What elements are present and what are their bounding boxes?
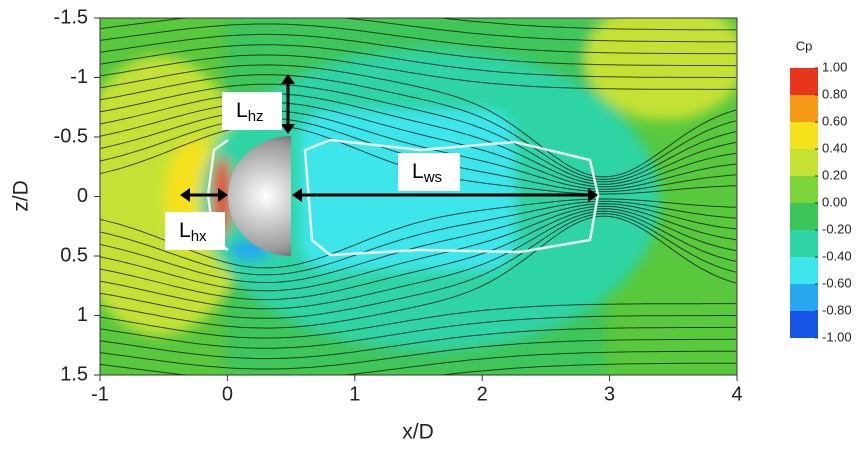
annotation-label: Lws bbox=[412, 160, 442, 186]
y-tick-label: -0.5 bbox=[54, 125, 88, 147]
colorbar-tick-label: -0.80 bbox=[822, 302, 852, 317]
x-tick-label: 1 bbox=[349, 383, 360, 405]
y-tick-label: -1.5 bbox=[54, 6, 88, 28]
streamline bbox=[436, 18, 736, 31]
streamline bbox=[100, 208, 737, 301]
colorbar-band bbox=[790, 257, 818, 284]
annotation-text: L bbox=[236, 99, 248, 122]
streamline bbox=[100, 33, 736, 67]
colorbar-band bbox=[790, 122, 818, 149]
streamline bbox=[100, 203, 737, 283]
x-tick-label: 4 bbox=[731, 383, 742, 405]
colorbar-tick-label: -1.00 bbox=[822, 329, 852, 344]
streamline bbox=[100, 54, 736, 90]
x-tick-label: 2 bbox=[477, 383, 488, 405]
colorbar-tick-label: 0.40 bbox=[822, 140, 847, 155]
colorbar-tick-label: 0.80 bbox=[822, 86, 847, 101]
streamline bbox=[436, 362, 736, 375]
colorbar-tick-label: 0.00 bbox=[822, 194, 847, 209]
streamline bbox=[100, 18, 736, 43]
y-tick-label: -1 bbox=[70, 66, 88, 88]
streamline bbox=[100, 83, 737, 183]
y-tick-label: 0 bbox=[77, 185, 88, 207]
annotation-label: Lhz bbox=[236, 99, 264, 125]
annotation-subscript: ws bbox=[423, 169, 442, 186]
annotation-subscript: hx bbox=[191, 228, 207, 245]
annotation-label: Lhx bbox=[179, 219, 207, 245]
y-tick-label: 1.5 bbox=[60, 363, 88, 385]
streamline bbox=[100, 213, 737, 319]
colorbar-band bbox=[790, 176, 818, 203]
colorbar-band bbox=[790, 311, 818, 338]
streamline bbox=[100, 210, 737, 310]
annotation-text: L bbox=[412, 160, 424, 183]
x-axis-label: x/D bbox=[402, 421, 434, 444]
y-axis-label: z/D bbox=[10, 180, 33, 212]
x-tick-label: 3 bbox=[604, 383, 615, 405]
streamline bbox=[100, 101, 737, 188]
annotation-text: L bbox=[179, 219, 191, 242]
annotation-box bbox=[398, 153, 460, 191]
streamline bbox=[100, 350, 736, 375]
annotation-subscript: hz bbox=[248, 108, 264, 125]
annotation-box bbox=[222, 92, 282, 130]
streamline bbox=[100, 198, 737, 269]
streamline bbox=[100, 338, 737, 370]
streamline bbox=[100, 74, 737, 180]
streamline bbox=[100, 205, 737, 292]
streamline bbox=[100, 64, 737, 178]
colorbar-tick-label: 0.20 bbox=[822, 167, 847, 182]
streamline bbox=[100, 215, 737, 329]
annotation-arrows bbox=[180, 74, 598, 202]
streamline bbox=[100, 44, 736, 78]
colorbar-band bbox=[790, 203, 818, 230]
streamline bbox=[100, 23, 737, 55]
colorbar-band bbox=[790, 95, 818, 122]
streamline bbox=[100, 315, 736, 349]
colorbar-band bbox=[790, 284, 818, 311]
hemisphere bbox=[228, 136, 291, 256]
streamline bbox=[100, 110, 737, 190]
streamline bbox=[100, 200, 737, 276]
colorbar-tick-label: 1.00 bbox=[822, 59, 847, 74]
annotation-box bbox=[165, 212, 225, 250]
y-tick-label: 1 bbox=[77, 304, 88, 326]
x-tick-label: 0 bbox=[222, 383, 233, 405]
colorbar-tick-label: 0.60 bbox=[822, 113, 847, 128]
streamline bbox=[100, 326, 736, 360]
colorbar-tick-label: -0.20 bbox=[822, 221, 852, 236]
colorbar-band bbox=[790, 230, 818, 257]
colorbar-band bbox=[790, 68, 818, 95]
colorbar-band bbox=[790, 149, 818, 176]
streamline bbox=[100, 92, 737, 185]
colorbar-title: Cp bbox=[796, 38, 813, 53]
y-tick-label: 0.5 bbox=[60, 244, 88, 266]
x-tick-label: -1 bbox=[91, 383, 109, 405]
colorbar-tick-label: -0.40 bbox=[822, 248, 852, 263]
colorbar-tick-label: -0.60 bbox=[822, 275, 852, 290]
streamline bbox=[100, 303, 736, 339]
